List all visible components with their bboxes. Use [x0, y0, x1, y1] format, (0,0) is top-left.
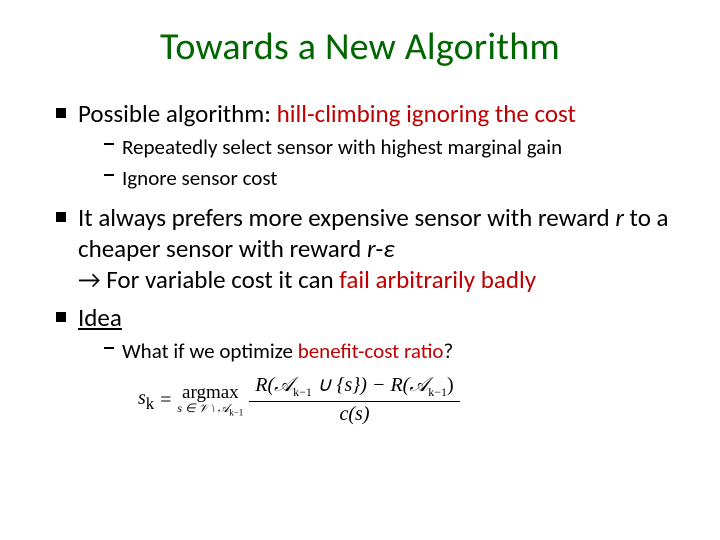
sub-list: Repeatedly select sensor with highest ma… — [78, 133, 672, 192]
sub-text: What if we optimize — [122, 338, 298, 364]
formula: sk = argmax s ∈ 𝒱 \ 𝒜k−1 R(𝒜k−1 ∪ {s}) −… — [138, 375, 672, 425]
sub-k: k — [146, 394, 154, 413]
bullet-text: It always prefers more expensive sensor … — [78, 202, 615, 233]
fraction-bar — [249, 401, 459, 402]
num-part: ) — [447, 374, 454, 396]
sub-bullet: Ignore sensor cost — [104, 164, 672, 192]
domain-idx: k−1 — [229, 407, 243, 417]
idea-label: Idea — [78, 302, 122, 333]
argmax-domain: s ∈ 𝒱 \ 𝒜k−1 — [177, 402, 243, 417]
formula-lhs: sk — [138, 387, 154, 414]
bullet-expensive-sensor: It always prefers more expensive sensor … — [56, 202, 672, 296]
bullet-text: Possible algorithm: — [78, 98, 277, 129]
num-idx: k−1 — [428, 385, 447, 399]
var-eps: ε — [383, 233, 394, 264]
var-r: r — [367, 233, 376, 264]
bullet-idea: Idea What if we optimize benefit-cost ra… — [56, 302, 672, 366]
domain-set: s ∈ 𝒱 \ 𝒜 — [177, 401, 229, 415]
equals: = — [160, 389, 171, 412]
num-part: ∪ {s}) − R(𝒜 — [312, 374, 428, 396]
num-idx: k−1 — [293, 385, 312, 399]
numerator: R(𝒜k−1 ∪ {s}) − R(𝒜k−1) — [249, 375, 459, 399]
sub-list: What if we optimize benefit-cost ratio? — [78, 337, 672, 365]
var-r: r — [615, 202, 624, 233]
bullet-possible-algorithm: Possible algorithm: hill-climbing ignori… — [56, 98, 672, 192]
var-s: s — [138, 387, 146, 409]
argmax-label: argmax — [182, 383, 239, 402]
sub-bullet: What if we optimize benefit-cost ratio? — [104, 337, 672, 365]
slide: Towards a New Algorithm Possible algorit… — [0, 0, 720, 540]
bullet-text: → For variable cost it can — [78, 264, 339, 295]
fraction: R(𝒜k−1 ∪ {s}) − R(𝒜k−1) c(s) — [249, 375, 459, 425]
num-part: R(𝒜 — [255, 374, 293, 396]
sub-text: ? — [443, 338, 453, 364]
argmax-operator: argmax s ∈ 𝒱 \ 𝒜k−1 — [177, 383, 243, 417]
accent-text: fail arbitrarily badly — [339, 264, 536, 295]
bullet-list: Possible algorithm: hill-climbing ignori… — [48, 98, 672, 365]
accent-text: benefit-cost ratio — [298, 338, 444, 364]
slide-title: Towards a New Algorithm — [48, 24, 672, 70]
sub-bullet: Repeatedly select sensor with highest ma… — [104, 133, 672, 161]
denominator: c(s) — [334, 404, 376, 425]
accent-text: hill-climbing ignoring the cost — [277, 98, 576, 129]
